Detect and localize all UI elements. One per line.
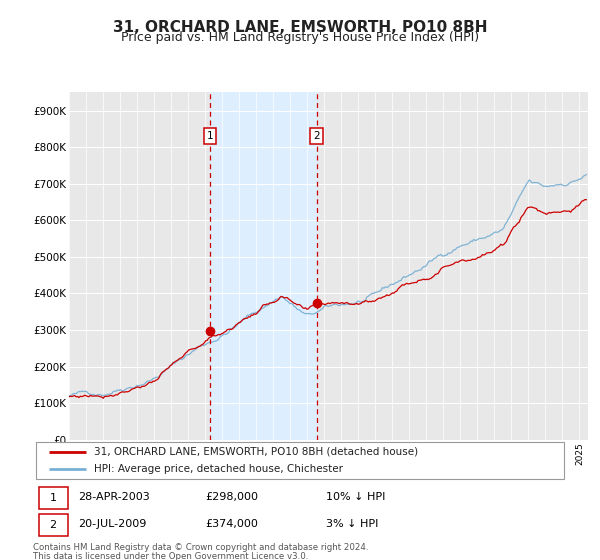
Text: 31, ORCHARD LANE, EMSWORTH, PO10 8BH: 31, ORCHARD LANE, EMSWORTH, PO10 8BH xyxy=(113,20,487,35)
Text: 2: 2 xyxy=(50,520,57,530)
Text: 28-APR-2003: 28-APR-2003 xyxy=(78,492,150,502)
Text: This data is licensed under the Open Government Licence v3.0.: This data is licensed under the Open Gov… xyxy=(33,552,308,560)
Text: Price paid vs. HM Land Registry's House Price Index (HPI): Price paid vs. HM Land Registry's House … xyxy=(121,31,479,44)
Text: 3% ↓ HPI: 3% ↓ HPI xyxy=(326,520,379,529)
Text: £374,000: £374,000 xyxy=(205,520,258,529)
Text: 1: 1 xyxy=(50,493,56,502)
Text: 2: 2 xyxy=(313,131,320,141)
Text: 20-JUL-2009: 20-JUL-2009 xyxy=(78,520,146,529)
Text: £298,000: £298,000 xyxy=(205,492,258,502)
FancyBboxPatch shape xyxy=(36,442,564,479)
Text: HPI: Average price, detached house, Chichester: HPI: Average price, detached house, Chic… xyxy=(94,464,343,474)
FancyBboxPatch shape xyxy=(38,514,68,536)
Bar xyxy=(210,92,317,440)
Text: Contains HM Land Registry data © Crown copyright and database right 2024.: Contains HM Land Registry data © Crown c… xyxy=(33,543,368,552)
FancyBboxPatch shape xyxy=(38,487,68,508)
Text: 1: 1 xyxy=(207,131,214,141)
Text: 10% ↓ HPI: 10% ↓ HPI xyxy=(326,492,386,502)
Text: 31, ORCHARD LANE, EMSWORTH, PO10 8BH (detached house): 31, ORCHARD LANE, EMSWORTH, PO10 8BH (de… xyxy=(94,447,418,457)
